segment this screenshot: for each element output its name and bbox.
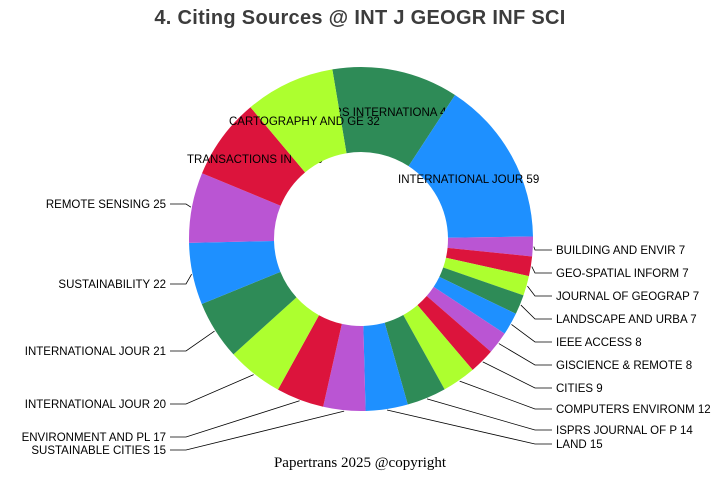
slice-label-3: GEO-SPATIAL INFORM 7	[556, 268, 689, 280]
leader-line-9	[459, 380, 552, 410]
slice-label-8: CITIES 9	[556, 383, 603, 395]
leader-line-13	[170, 400, 300, 438]
slice-label-14: INTERNATIONAL JOUR 20	[25, 399, 166, 411]
slice-label-6: IEEE ACCESS 8	[556, 337, 642, 349]
leader-line-17	[170, 203, 192, 208]
slice-label-19: CARTOGRAPHY AND GE 32	[229, 116, 380, 128]
slice-label-12: SUSTAINABLE CITIES 15	[31, 445, 166, 457]
slice-label-11: LAND 15	[556, 439, 603, 451]
pie-slice-4	[443, 257, 529, 296]
pie-slice-0	[332, 67, 456, 167]
pie-slice-17	[188, 173, 281, 243]
pie-slice-1	[408, 94, 533, 238]
slice-label-13: ENVIRONMENT AND PL 17	[22, 432, 166, 444]
page-title: 4. Citing Sources @ INT J GEOGR INF SCI	[154, 7, 566, 29]
slice-label-0: ISPRS INTERNATIONA 45	[315, 107, 453, 119]
slice-label-4: JOURNAL OF GEOGRAP 7	[556, 291, 699, 303]
leader-line-11	[386, 409, 552, 445]
leader-line-2	[533, 246, 552, 251]
leader-line-12	[170, 410, 345, 451]
slice-label-17: REMOTE SENSING 25	[46, 199, 166, 211]
leader-line-7	[498, 343, 552, 366]
leader-line-16	[170, 273, 192, 285]
leader-line-10	[426, 398, 552, 431]
slice-label-10: ISPRS JOURNAL OF P 14	[556, 425, 693, 437]
leader-line-8	[482, 361, 552, 389]
leader-line-14	[170, 374, 254, 405]
slice-label-1: INTERNATIONAL JOUR 59	[398, 174, 539, 186]
pie-slice-11	[363, 322, 408, 411]
pie-slice-15	[201, 271, 297, 355]
pie-slice-19	[250, 69, 347, 173]
slice-label-15: INTERNATIONAL JOUR 21	[25, 346, 166, 358]
pie-slice-5	[439, 267, 524, 314]
pie-slice-18	[202, 107, 306, 206]
pie-slice-13	[277, 315, 342, 407]
leader-line-15	[170, 330, 215, 352]
leader-line-6	[511, 324, 552, 343]
slice-label-9: COMPUTERS ENVIRONM 12	[556, 404, 711, 416]
footer-copyright: Papertrans 2025 @copyright	[273, 455, 447, 471]
pie-slice-9	[403, 305, 473, 390]
slice-label-2: BUILDING AND ENVIR 7	[556, 245, 685, 257]
leader-line-4	[527, 285, 552, 297]
slice-label-18: TRANSACTIONS IN GI 29	[187, 154, 323, 166]
pie-slice-8	[417, 296, 491, 370]
slice-label-7: GISCIENCE & REMOTE 8	[556, 360, 692, 372]
slice-label-5: LANDSCAPE AND URBA 7	[556, 314, 697, 326]
pie-slice-12	[323, 323, 366, 412]
leader-line-5	[520, 304, 552, 320]
pie-slice-2	[447, 236, 533, 257]
pie-slice-3	[445, 247, 533, 277]
pie-slice-7	[426, 286, 505, 352]
leader-line-3	[531, 266, 552, 274]
pie-slice-10	[384, 315, 445, 405]
pie-slice-16	[189, 240, 281, 304]
slice-label-16: SUSTAINABILITY 22	[58, 279, 166, 291]
pie-slice-6	[433, 276, 516, 334]
pie-slice-14	[233, 297, 319, 390]
